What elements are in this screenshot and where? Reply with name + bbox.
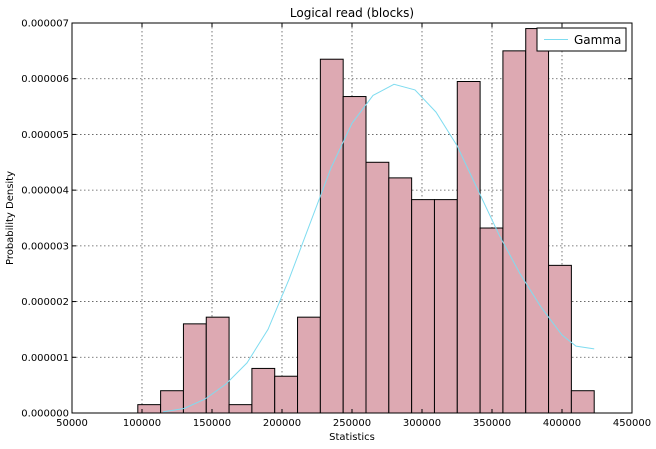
histogram-bar [274,375,299,414]
y-tick-label: 0.000004 [21,186,69,197]
y-tick-label: 0.000002 [21,297,69,308]
histogram-bar [433,199,458,414]
histogram-bar [411,199,435,414]
legend-box [536,27,627,52]
y-axis-title: Probability Density [5,171,16,265]
x-tick-label: 300000 [403,418,441,429]
x-tick-label: 250000 [333,418,371,429]
y-tick-label: 0.000000 [21,409,69,420]
histogram-bar [570,390,595,414]
histogram-bar [205,316,230,414]
x-tick-label: 150000 [193,418,231,429]
histogram-bar [365,161,390,414]
x-axis-title: Statistics [329,432,375,443]
histogram-bar [297,316,321,414]
legend: Gamma [536,27,627,52]
histogram-bar [160,390,184,414]
x-tick-label: 200000 [263,418,301,429]
x-tick-label: 50000 [56,418,88,429]
histogram-bar [137,404,162,414]
x-tick-label: 100000 [123,418,161,429]
histogram-bar [342,96,367,414]
histogram-bars [137,28,595,414]
gamma-fit-line [162,83,595,413]
histogram-bar [388,177,413,414]
chart-title: Logical read (blocks) [290,6,414,20]
x-tick-label: 350000 [473,418,511,429]
y-tick-label: 0.000001 [21,353,69,364]
histogram-bar [251,367,276,414]
y-tick-label: 0.000007 [21,19,69,30]
histogram-bar [479,227,504,414]
histogram-bar [525,28,550,414]
histogram-bar [502,50,527,414]
series-lines [162,83,595,413]
x-tick-label: 400000 [543,418,581,429]
y-tick-label: 0.000006 [21,74,69,85]
histogram-bar [319,58,344,414]
axis-ticks: 50000 100000 150000 200000 250000 300000 35000… [21,19,651,430]
y-tick-label: 0.000005 [21,130,69,141]
legend-label-gamma: Gamma [574,33,621,47]
x-tick-label: 450000 [613,418,651,429]
y-tick-label: 0.000003 [21,241,69,252]
histogram-bar [456,81,481,414]
histogram-bar [228,404,253,414]
